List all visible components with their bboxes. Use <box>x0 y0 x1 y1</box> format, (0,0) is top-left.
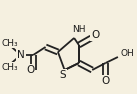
Text: NH: NH <box>72 25 86 34</box>
Text: N: N <box>17 50 25 60</box>
Text: O: O <box>26 65 34 75</box>
Text: CH₃: CH₃ <box>1 63 18 72</box>
Text: S: S <box>59 70 66 80</box>
Text: O: O <box>91 30 99 40</box>
Text: CH₃: CH₃ <box>1 39 18 47</box>
Text: OH: OH <box>121 50 135 58</box>
Text: O: O <box>101 76 110 86</box>
